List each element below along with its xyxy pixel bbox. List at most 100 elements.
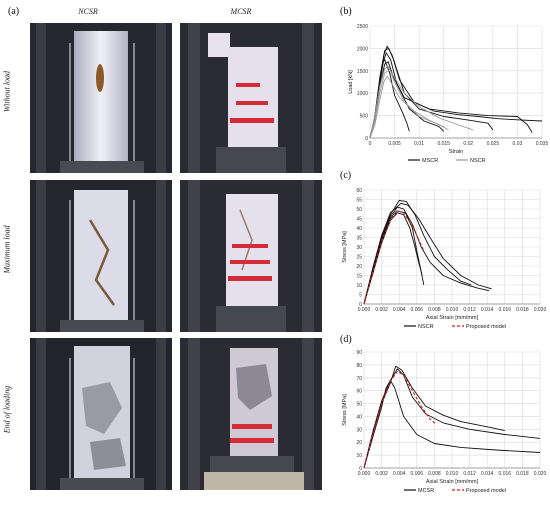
y-tick-label: 40 [356, 226, 362, 232]
series-line-0 [363, 206, 490, 305]
y-tick-label: 30 [356, 427, 362, 433]
photo-ncsr-without-load [30, 23, 172, 173]
x-tick-label: 0.016 [499, 471, 512, 477]
specimen-illustration [30, 23, 172, 173]
panel-d-label: (d) [340, 334, 352, 345]
x-tick-label: 0.012 [463, 307, 476, 313]
y-tick-label: 25 [356, 255, 362, 261]
x-tick-label: 0.016 [499, 307, 512, 313]
x-tick-label: 0.010 [446, 471, 459, 477]
y-tick-label: 40 [356, 414, 362, 420]
x-tick-label: 0.02 [463, 141, 473, 147]
x-tick-label: 0.000 [358, 307, 371, 313]
photo-mcsr-without-load [180, 23, 322, 173]
y-tick-label: 1500 [357, 69, 368, 75]
series-line-3 [363, 200, 472, 305]
x-tick-label: 0.005 [388, 141, 401, 147]
row-heading-without-load: Without load [2, 70, 12, 113]
chart-d-stress-strain-mcsr: 0 10 20 30 40 50 60 70 80 90 0.000 0.002 0.004 0.006 0… [342, 350, 547, 494]
legend-entry: MCSR [418, 488, 434, 494]
x-tick-label: 0.020 [534, 471, 547, 477]
legend-entry: Proposed model [466, 324, 506, 330]
chart-c-stress-strain-nscr: 0 5 10 15 20 25 30 35 40 45 50 55 60 0.000 0.002 0.004 0… [342, 188, 547, 330]
series-line-7 [369, 75, 444, 139]
photo-mcsr-maximum-load [180, 180, 322, 332]
x-tick-label: 0.004 [393, 307, 406, 313]
x-tick-label: 0.018 [516, 471, 529, 477]
x-tick-label: 0.015 [437, 141, 450, 147]
y-tick-label: 0 [365, 136, 368, 142]
y-tick-label: 2000 [357, 46, 368, 52]
chart-b-load-strain: 0 500 1000 1500 2000 2500 0 0.005 0.01 0.015 0.02 0… [348, 24, 548, 164]
row-heading-maximum-load: Maximum load [2, 225, 12, 274]
y-tick-label: 70 [356, 376, 362, 382]
y-tick-label: 20 [356, 440, 362, 446]
x-tick-label: 0.004 [393, 471, 406, 477]
y-axis-label: Load [kN] [348, 70, 354, 94]
y-tick-label: 50 [356, 207, 362, 213]
x-tick-label: 0.010 [446, 307, 459, 313]
x-tick-label: 0.002 [375, 307, 388, 313]
x-tick-label: 0.035 [536, 141, 548, 147]
y-tick-label: 0 [359, 302, 362, 308]
legend-entry: NSCR [418, 324, 434, 330]
y-tick-label: 1000 [357, 91, 368, 97]
photo-ncsr-end-of-loading [30, 338, 172, 490]
specimen-illustration [180, 338, 322, 490]
x-tick-label: 0.008 [428, 307, 441, 313]
y-tick-label: 10 [356, 453, 362, 459]
y-tick-label: 2500 [357, 24, 368, 30]
panel-c-label: (c) [340, 170, 352, 181]
series-line-3 [363, 370, 437, 469]
legend-entry: Proposed model [466, 488, 506, 494]
y-tick-label: 55 [356, 198, 362, 204]
specimen-illustration [180, 23, 322, 173]
y-tick-label: 45 [356, 217, 362, 223]
y-axis-label: Stress [MPa] [342, 394, 348, 426]
specimen-illustration [30, 338, 172, 490]
x-axis-label: Strain [449, 149, 463, 155]
y-tick-label: 50 [356, 402, 362, 408]
y-tick-label: 35 [356, 236, 362, 242]
y-tick-label: 30 [356, 245, 362, 251]
x-tick-label: 0.025 [487, 141, 500, 147]
y-tick-label: 0 [359, 466, 362, 472]
row-heading-end-of-loading: End of loading [2, 385, 12, 434]
photo-ncsr-maximum-load [30, 180, 172, 332]
x-tick-label: 0.014 [481, 307, 494, 313]
series-line-0 [363, 368, 541, 469]
column-heading-mcsr: MCSR [230, 7, 252, 16]
x-tick-label: 0.012 [463, 471, 476, 477]
specimen-illustration [180, 180, 322, 332]
series-line-1 [363, 379, 541, 469]
y-tick-label: 20 [356, 264, 362, 270]
x-tick-label: 0.014 [481, 471, 494, 477]
series-line-1 [363, 210, 425, 305]
panel-a-label: (a) [8, 6, 20, 17]
x-tick-label: 0.008 [428, 471, 441, 477]
series-line-6 [369, 65, 474, 139]
y-tick-label: 60 [356, 188, 362, 194]
x-axis-label: Axial Strain [mm/mm] [426, 479, 479, 485]
photo-mcsr-end-of-loading [180, 338, 322, 490]
y-tick-label: 5 [359, 293, 362, 299]
legend-entry: NSCR [470, 158, 486, 164]
y-tick-label: 10 [356, 283, 362, 289]
series-line-5 [363, 210, 425, 305]
x-tick-label: 0 [369, 141, 372, 147]
x-tick-label: 0.000 [358, 471, 371, 477]
y-tick-label: 60 [356, 389, 362, 395]
x-tick-label: 0.03 [513, 141, 523, 147]
y-tick-label: 90 [356, 350, 362, 356]
x-tick-label: 0.002 [375, 471, 388, 477]
legend-entry: MSCR [422, 158, 438, 164]
x-axis-label: Axial Strain [mm/mm] [426, 315, 479, 321]
x-tick-label: 0.020 [534, 307, 547, 313]
x-tick-label: 0.006 [411, 307, 424, 313]
y-tick-label: 500 [360, 114, 369, 120]
x-tick-label: 0.01 [414, 141, 424, 147]
y-tick-label: 15 [356, 274, 362, 280]
series-line-3 [369, 59, 410, 139]
column-heading-ncsr: NCSR [78, 7, 98, 16]
panel-b-label: (b) [340, 6, 352, 17]
